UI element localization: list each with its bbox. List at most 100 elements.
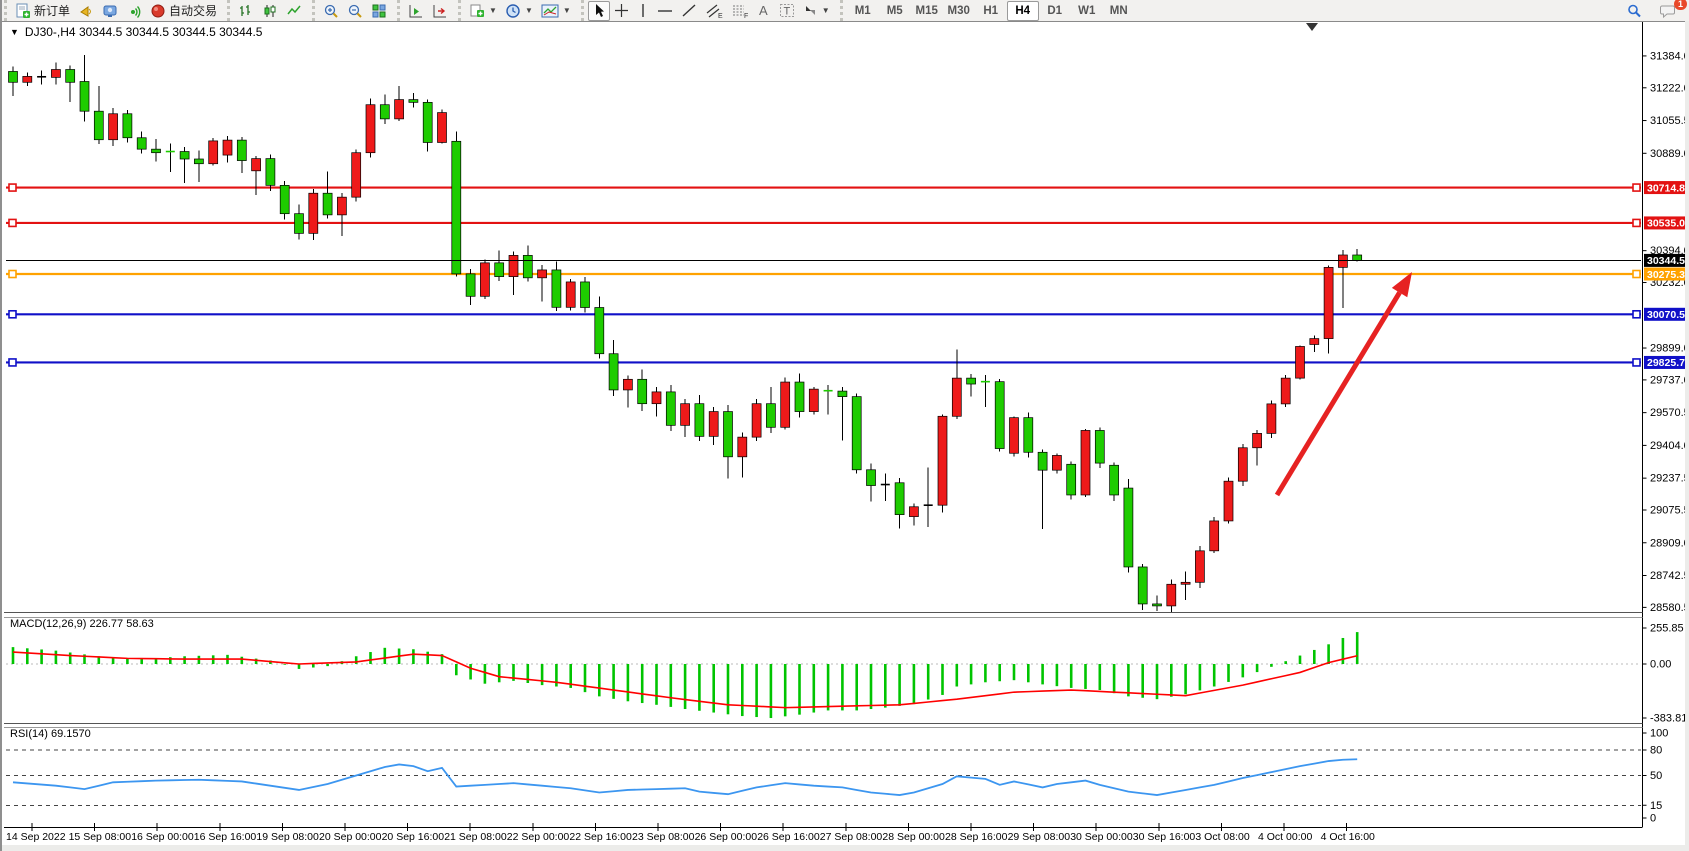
rsi-label: RSI(14) (10, 728, 48, 740)
level-handle[interactable] (1632, 358, 1641, 367)
chart-shift-button[interactable] (428, 1, 452, 21)
svg-text:30275.3: 30275.3 (1647, 269, 1685, 281)
svg-text:30535.0: 30535.0 (1647, 218, 1685, 230)
svg-text:30394.0: 30394.0 (1650, 245, 1689, 257)
toolbar-group-scroll (397, 0, 456, 21)
level-handle[interactable] (1632, 218, 1641, 228)
timeframe-m30-button[interactable]: M30 (947, 4, 970, 17)
search-icon (1628, 4, 1641, 17)
level-handle[interactable] (8, 358, 17, 367)
level-handle[interactable] (8, 309, 17, 319)
level-handle[interactable] (1632, 269, 1641, 279)
toolbar-group-trade: 新订单 (4, 0, 225, 21)
bar-chart-button[interactable] (234, 1, 258, 21)
crosshair-button[interactable] (610, 1, 633, 21)
timeframe-d1-button[interactable]: D1 (1047, 4, 1063, 17)
svg-text:28 Sep 00:00: 28 Sep 00:00 (882, 831, 945, 843)
signal-icon (131, 5, 141, 18)
notification-badge: 1 (1673, 0, 1687, 10)
arrows-icon (805, 6, 815, 15)
alert-button[interactable] (74, 1, 98, 21)
text-button[interactable]: A (753, 1, 775, 21)
level-handle[interactable] (1632, 183, 1641, 192)
level-handle[interactable] (8, 269, 17, 279)
text-label-button[interactable]: T (775, 1, 799, 21)
level-handle[interactable] (1632, 309, 1641, 319)
period-button[interactable]: ▼ (501, 1, 537, 21)
candlestick-button[interactable] (258, 1, 282, 21)
arrows-button[interactable]: ▼ (799, 1, 834, 21)
vertical-line-button[interactable] (633, 1, 653, 21)
autotrading-icon (151, 4, 165, 17)
auto-scroll-button[interactable] (404, 1, 428, 21)
line-chart-button[interactable] (282, 1, 306, 21)
price-axis: 31384.031222.031055.530889.030394.030232… (1642, 50, 1689, 614)
svg-text:30889.0: 30889.0 (1650, 148, 1689, 160)
price-badges: 30714.8 30535.0 30275.3 30070.5 29825.7 30344… (1644, 181, 1689, 369)
chart-shift-marker (1306, 23, 1318, 31)
macd-main-value: 226.77 (89, 618, 124, 630)
rsi-value: 69.1570 (50, 728, 91, 740)
macd-signal-line (12, 651, 1358, 709)
svg-text:29825.7: 29825.7 (1647, 357, 1685, 369)
template-button[interactable]: ▼ (537, 1, 575, 21)
toolbar-group-charttype (227, 0, 310, 21)
vertical-line-icon (642, 4, 644, 17)
tile-windows-icon (372, 4, 386, 17)
level-handle[interactable] (8, 183, 17, 192)
search-button[interactable] (1622, 1, 1646, 21)
svg-text:31222.0: 31222.0 (1650, 82, 1689, 94)
template-icon (541, 4, 559, 17)
svg-text:30344.5: 30344.5 (1647, 255, 1685, 267)
svg-text:15 Sep 08:00: 15 Sep 08:00 (69, 831, 132, 843)
new-chart-button[interactable]: ▼ (465, 1, 501, 21)
timeframe-m1-button[interactable]: M1 (854, 4, 871, 17)
one-click-trading-toggle[interactable]: ▼ (10, 27, 19, 37)
svg-text:28580.5: 28580.5 (1650, 602, 1689, 614)
zoom-in-button[interactable] (319, 1, 343, 21)
macd-panel: 255.85 0.00 -383.81 (6, 623, 1687, 725)
svg-text:-383.81: -383.81 (1650, 713, 1687, 725)
timeframe-m5-button[interactable]: M5 (886, 4, 903, 17)
svg-text:31055.5: 31055.5 (1650, 115, 1689, 127)
cursor-button[interactable] (587, 0, 610, 21)
timeframe-h1-button[interactable]: H1 (983, 4, 999, 17)
timeframe-m15-button[interactable]: M15 (915, 4, 938, 17)
chart-title-row: ▼ DJ30-,H4 30344.5 30344.5 30344.5 30344… (10, 25, 262, 39)
trendline-button[interactable] (677, 1, 701, 21)
toolbar-group-objects: E F A T (580, 0, 838, 21)
macd-signal-value: 58.63 (126, 618, 154, 630)
level-handle[interactable] (8, 218, 17, 228)
candles-layer (8, 54, 1363, 612)
autotrading-button[interactable]: 自动交易 (146, 1, 221, 21)
window-bottom-edge (2, 845, 1689, 851)
timeframe-h4-button[interactable]: H4 (1006, 0, 1039, 21)
chart-title: DJ30-,H4 30344.5 30344.5 30344.5 30344.5 (24, 25, 263, 39)
chevron-down-icon: ▼ (489, 6, 497, 15)
candlestick-icon (264, 4, 276, 17)
chevron-down-icon: ▼ (562, 6, 571, 15)
toolbar-group-zoom (312, 0, 395, 21)
svg-text:29404.0: 29404.0 (1650, 440, 1689, 452)
svg-text:29737.0: 29737.0 (1650, 374, 1689, 386)
chat-button[interactable]: 1 (1656, 0, 1687, 21)
trend-arrow[interactable] (1274, 272, 1412, 497)
trendline-icon (682, 4, 696, 17)
new-order-label: 新订单 (34, 4, 71, 18)
equidistant-channel-button[interactable]: E (701, 1, 727, 21)
text-icon: A (759, 3, 768, 18)
tile-windows-button[interactable] (367, 1, 391, 21)
timeframe-mn-button[interactable]: MN (1109, 4, 1128, 17)
zoom-out-button[interactable] (343, 1, 367, 21)
fibonacci-button[interactable]: F (727, 1, 753, 21)
rsi-label-row: RSI(14) 69.1570 (10, 728, 91, 740)
zoom-out-icon (348, 4, 362, 18)
svg-text:15: 15 (1650, 800, 1662, 812)
bar-chart-icon (240, 4, 251, 16)
horizontal-line-button[interactable] (653, 1, 677, 21)
signal-button[interactable] (122, 1, 146, 21)
timeframe-w1-button[interactable]: W1 (1078, 4, 1096, 17)
new-order-button[interactable]: 新订单 (11, 1, 74, 21)
terminal-button[interactable] (98, 1, 122, 21)
